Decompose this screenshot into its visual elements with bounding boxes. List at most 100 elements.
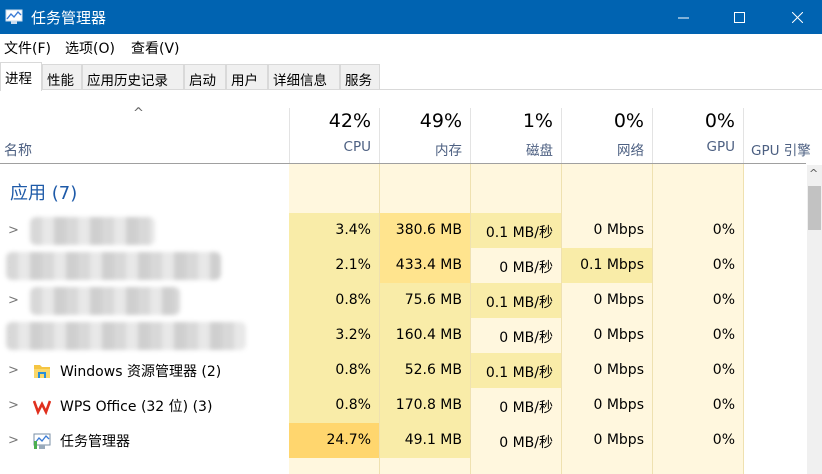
tab-bar: 进程 性能 应用历史记录 启动 用户 详细信息 服务 xyxy=(0,62,822,91)
expand-chevron-icon[interactable]: > xyxy=(8,363,19,378)
cpu-value: 3.2% xyxy=(289,318,379,353)
column-gpu[interactable]: 0% GPU xyxy=(653,108,744,164)
group-apps: 应用 (7) xyxy=(10,183,78,204)
network-label: 网络 xyxy=(617,143,644,159)
column-mem-cells: 380.6 MB 433.4 MB 75.6 MB 160.4 MB 52.6 MB 17… xyxy=(380,164,471,474)
net-value: 0 Mbps xyxy=(562,423,652,458)
maximize-button[interactable] xyxy=(716,0,762,34)
column-network[interactable]: 0% 网络 xyxy=(562,108,653,164)
net-value: 0 Mbps xyxy=(562,283,652,318)
disk-value: 0.1 MB/秒 xyxy=(471,353,561,388)
tab-users[interactable]: 用户 xyxy=(226,64,268,90)
mem-value: 49.1 MB xyxy=(380,423,470,458)
mem-value: 433.4 MB xyxy=(380,248,470,283)
sort-arrow-icon[interactable]: ^ xyxy=(133,106,144,121)
cpu-value: 0.8% xyxy=(289,283,379,318)
gpu-value: 0% xyxy=(653,423,743,458)
tab-details[interactable]: 详细信息 xyxy=(268,64,340,90)
process-row[interactable]: > xyxy=(0,248,289,283)
gpu-value: 0% xyxy=(653,283,743,318)
process-row[interactable]: > 任务管理器 xyxy=(0,423,289,458)
cpu-total: 42% xyxy=(328,110,371,132)
wps-icon xyxy=(32,397,52,416)
net-value: 0 Mbps xyxy=(562,388,652,423)
net-value: 0.1 Mbps xyxy=(562,248,652,283)
folder-icon xyxy=(33,362,51,380)
column-cpu-cells: 3.4% 2.1% 0.8% 3.2% 0.8% 0.8% 24.7% xyxy=(289,164,380,474)
net-value: 0 Mbps xyxy=(562,318,652,353)
tab-services[interactable]: 服务 xyxy=(340,64,380,90)
blurred-process-name xyxy=(30,287,180,315)
task-manager-icon xyxy=(5,9,23,24)
process-row[interactable]: > WPS Office (32 位) (3) xyxy=(0,388,289,423)
expand-chevron-icon[interactable]: > xyxy=(8,398,19,413)
disk-total: 1% xyxy=(522,110,553,132)
disk-value: 0.1 MB/秒 xyxy=(471,283,561,318)
header-divider xyxy=(0,163,806,164)
expand-chevron-icon[interactable]: > xyxy=(8,223,19,238)
mem-value: 52.6 MB xyxy=(380,353,470,388)
process-name: 任务管理器 xyxy=(60,434,130,450)
memory-label: 内存 xyxy=(435,143,462,159)
minimize-button[interactable] xyxy=(660,0,706,34)
menu-options[interactable]: 选项(O) xyxy=(65,41,115,57)
column-cpu[interactable]: 42% CPU xyxy=(289,108,380,164)
tab-app-history[interactable]: 应用历史记录 xyxy=(82,64,184,90)
column-memory[interactable]: 49% 内存 xyxy=(380,108,471,164)
process-row[interactable]: > xyxy=(0,283,289,318)
process-row[interactable]: > xyxy=(0,318,289,353)
tab-startup[interactable]: 启动 xyxy=(184,64,226,90)
blurred-process-name xyxy=(30,217,155,245)
expand-chevron-icon[interactable]: > xyxy=(8,293,19,308)
network-total: 0% xyxy=(613,110,644,132)
mem-value: 380.6 MB xyxy=(380,213,470,248)
menu-file[interactable]: 文件(F) xyxy=(4,41,51,57)
scrollbar-thumb[interactable] xyxy=(808,186,821,230)
task-manager-icon xyxy=(33,432,51,450)
title-bar: 任务管理器 xyxy=(0,0,822,34)
cpu-value: 3.4% xyxy=(289,213,379,248)
mem-value: 170.8 MB xyxy=(380,388,470,423)
close-button[interactable] xyxy=(774,0,820,34)
gpu-label: GPU xyxy=(706,139,735,155)
column-net-cells: 0 Mbps 0.1 Mbps 0 Mbps 0 Mbps 0 Mbps 0 Mbps 0 … xyxy=(562,164,653,474)
gpu-value: 0% xyxy=(653,318,743,353)
column-disk[interactable]: 1% 磁盘 xyxy=(471,108,562,164)
cpu-value: 2.1% xyxy=(289,248,379,283)
mem-value: 160.4 MB xyxy=(380,318,470,353)
gpu-value: 0% xyxy=(653,248,743,283)
menu-view[interactable]: 查看(V) xyxy=(131,41,180,57)
column-name[interactable]: 名称 xyxy=(4,143,32,159)
gpu-value: 0% xyxy=(653,353,743,388)
cpu-label: CPU xyxy=(343,139,371,155)
disk-value: 0 MB/秒 xyxy=(471,318,561,353)
gpu-engine-label: GPU 引擎 xyxy=(751,143,811,159)
gpu-value: 0% xyxy=(653,388,743,423)
mem-value: 75.6 MB xyxy=(380,283,470,318)
column-gpu-engine[interactable]: GPU 引擎 xyxy=(744,108,822,164)
cpu-value: 0.8% xyxy=(289,388,379,423)
gpu-value: 0% xyxy=(653,213,743,248)
scroll-up-icon[interactable]: ^ xyxy=(809,167,819,180)
process-name: WPS Office (32 位) (3) xyxy=(60,399,213,415)
disk-value: 0 MB/秒 xyxy=(471,423,561,458)
gpu-total: 0% xyxy=(704,110,735,132)
cpu-value: 0.8% xyxy=(289,353,379,388)
column-gpu-cells: 0% 0% 0% 0% 0% 0% 0% xyxy=(653,164,744,474)
net-value: 0 Mbps xyxy=(562,213,652,248)
expand-chevron-icon[interactable]: > xyxy=(8,433,19,448)
column-disk-cells: 0.1 MB/秒 0 MB/秒 0.1 MB/秒 0 MB/秒 0.1 MB/秒 0 MB… xyxy=(471,164,562,474)
tab-performance[interactable]: 性能 xyxy=(42,64,82,90)
cpu-value: 24.7% xyxy=(289,423,379,458)
tab-processes[interactable]: 进程 xyxy=(0,62,42,91)
disk-value: 0 MB/秒 xyxy=(471,388,561,423)
window-title: 任务管理器 xyxy=(31,9,107,27)
disk-value: 0.1 MB/秒 xyxy=(471,213,561,248)
disk-value: 0 MB/秒 xyxy=(471,248,561,283)
process-name: Windows 资源管理器 (2) xyxy=(60,364,222,380)
process-row[interactable]: > xyxy=(0,213,289,248)
vertical-scrollbar[interactable] xyxy=(807,165,822,474)
blurred-process-name xyxy=(6,322,246,350)
blurred-process-name xyxy=(6,252,221,280)
process-row[interactable]: > Windows 资源管理器 (2) xyxy=(0,353,289,388)
